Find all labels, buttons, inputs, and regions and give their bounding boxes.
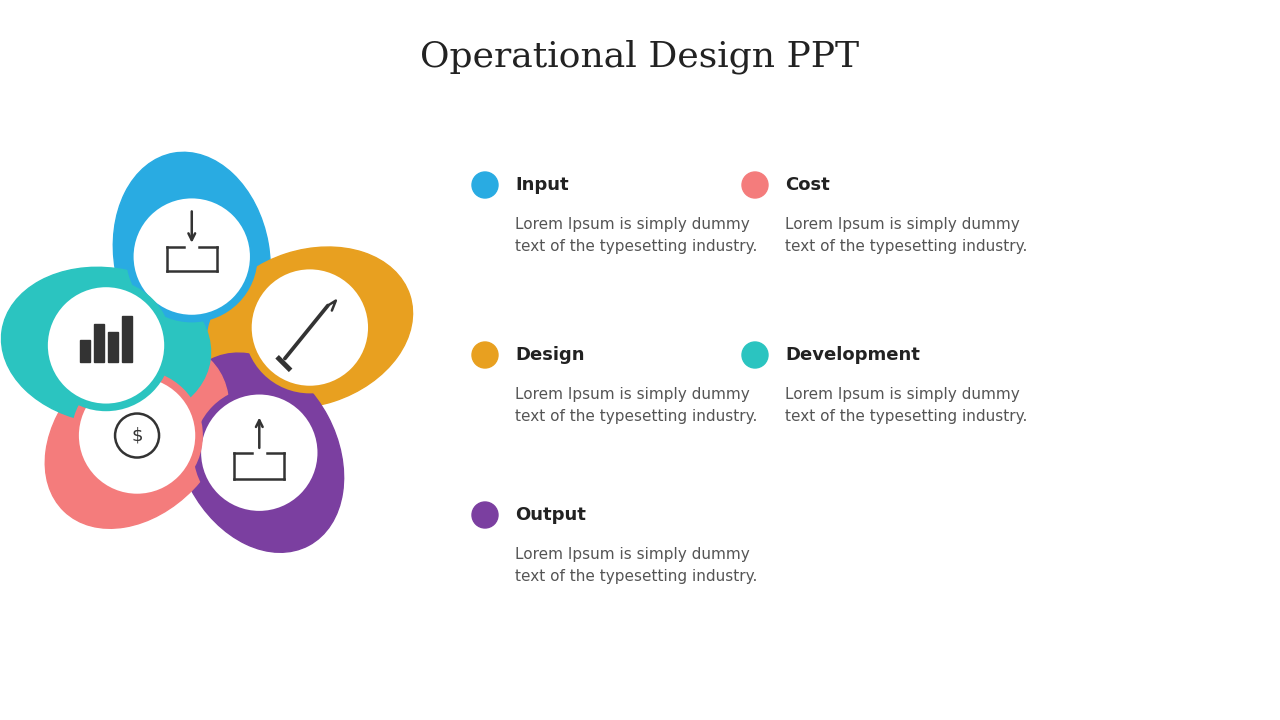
Bar — [81, 341, 90, 362]
Text: $: $ — [132, 426, 143, 444]
Ellipse shape — [175, 353, 343, 552]
Text: Design: Design — [515, 346, 585, 364]
Circle shape — [742, 342, 768, 368]
Text: Output: Output — [515, 506, 586, 524]
Ellipse shape — [114, 153, 270, 361]
Bar — [122, 316, 132, 362]
Text: Cost: Cost — [785, 176, 829, 194]
Text: Input: Input — [515, 176, 568, 194]
Text: Lorem Ipsum is simply dummy
text of the typesetting industry.: Lorem Ipsum is simply dummy text of the … — [785, 217, 1028, 253]
Circle shape — [472, 342, 498, 368]
Text: Lorem Ipsum is simply dummy
text of the typesetting industry.: Lorem Ipsum is simply dummy text of the … — [515, 217, 758, 253]
Circle shape — [76, 374, 200, 498]
Circle shape — [44, 284, 168, 408]
Text: Lorem Ipsum is simply dummy
text of the typesetting industry.: Lorem Ipsum is simply dummy text of the … — [515, 387, 758, 423]
Bar — [108, 333, 118, 362]
Ellipse shape — [207, 247, 412, 408]
Text: Operational Design PPT: Operational Design PPT — [420, 40, 860, 74]
Ellipse shape — [45, 343, 229, 528]
Circle shape — [742, 172, 768, 198]
Bar — [93, 325, 104, 362]
Circle shape — [129, 194, 253, 318]
Circle shape — [248, 266, 372, 390]
Circle shape — [197, 391, 321, 515]
Text: Lorem Ipsum is simply dummy
text of the typesetting industry.: Lorem Ipsum is simply dummy text of the … — [785, 387, 1028, 423]
Circle shape — [472, 502, 498, 528]
Text: Development: Development — [785, 346, 920, 364]
Text: Lorem Ipsum is simply dummy
text of the typesetting industry.: Lorem Ipsum is simply dummy text of the … — [515, 547, 758, 584]
Circle shape — [472, 172, 498, 198]
Ellipse shape — [1, 267, 210, 423]
